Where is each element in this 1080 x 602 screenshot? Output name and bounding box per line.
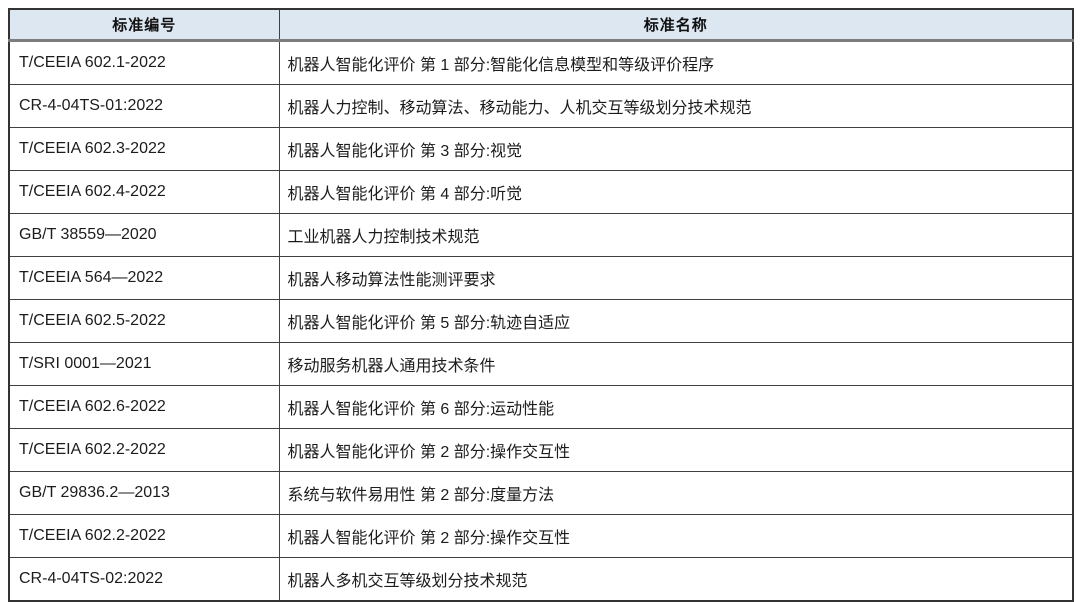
standard-name-cell: 机器人智能化评价 第 4 部分:听觉	[278, 170, 1074, 214]
standard-name-cell: 机器人智能化评价 第 2 部分:操作交互性	[278, 514, 1074, 558]
table-row: T/CEEIA 602.5-2022 机器人智能化评价 第 5 部分:轨迹自适应	[8, 299, 1074, 343]
standard-code-cell: CR-4-04TS-01:2022	[8, 84, 280, 128]
standard-code-cell: GB/T 29836.2—2013	[8, 471, 280, 515]
table-row: CR-4-04TS-02:2022 机器人多机交互等级划分技术规范	[8, 557, 1074, 602]
standard-name-cell: 机器人智能化评价 第 1 部分:智能化信息模型和等级评价程序	[278, 40, 1074, 85]
table-row: T/SRI 0001—2021 移动服务机器人通用技术条件	[8, 342, 1074, 386]
standard-name-cell: 机器人智能化评价 第 3 部分:视觉	[278, 127, 1074, 171]
standard-code-cell: T/CEEIA 602.2-2022	[8, 514, 280, 558]
standard-name-cell: 机器人智能化评价 第 2 部分:操作交互性	[278, 428, 1074, 472]
standard-code-cell: CR-4-04TS-02:2022	[8, 557, 280, 602]
table-row: GB/T 29836.2—2013 系统与软件易用性 第 2 部分:度量方法	[8, 471, 1074, 515]
column-header-standard-code: 标准编号	[8, 8, 280, 42]
standard-code-cell: T/CEEIA 602.5-2022	[8, 299, 280, 343]
table-header-row: 标准编号 标准名称	[8, 8, 1074, 42]
standard-code-cell: T/CEEIA 602.3-2022	[8, 127, 280, 171]
standard-name-cell: 机器人智能化评价 第 6 部分:运动性能	[278, 385, 1074, 429]
table-row: T/CEEIA 602.3-2022 机器人智能化评价 第 3 部分:视觉	[8, 127, 1074, 171]
table-row: T/CEEIA 564—2022 机器人移动算法性能测评要求	[8, 256, 1074, 300]
standard-name-cell: 系统与软件易用性 第 2 部分:度量方法	[278, 471, 1074, 515]
column-header-standard-name: 标准名称	[278, 8, 1074, 42]
standard-code-cell: T/CEEIA 564—2022	[8, 256, 280, 300]
standard-name-cell: 机器人智能化评价 第 5 部分:轨迹自适应	[278, 299, 1074, 343]
standard-code-cell: T/CEEIA 602.6-2022	[8, 385, 280, 429]
table-body: T/CEEIA 602.1-2022 机器人智能化评价 第 1 部分:智能化信息模…	[8, 40, 1074, 602]
standard-code-cell: T/SRI 0001—2021	[8, 342, 280, 386]
standard-code-cell: T/CEEIA 602.2-2022	[8, 428, 280, 472]
standard-name-cell: 移动服务机器人通用技术条件	[278, 342, 1074, 386]
table-row: T/CEEIA 602.2-2022 机器人智能化评价 第 2 部分:操作交互性	[8, 428, 1074, 472]
table-row: T/CEEIA 602.6-2022 机器人智能化评价 第 6 部分:运动性能	[8, 385, 1074, 429]
table-row: T/CEEIA 602.1-2022 机器人智能化评价 第 1 部分:智能化信息模…	[8, 40, 1074, 85]
standards-table: 标准编号 标准名称 T/CEEIA 602.1-2022 机器人智能化评价 第 1…	[8, 8, 1074, 602]
table-row: CR-4-04TS-01:2022 机器人力控制、移动算法、移动能力、人机交互等级…	[8, 84, 1074, 128]
standard-name-cell: 机器人移动算法性能测评要求	[278, 256, 1074, 300]
table-row: GB/T 38559—2020 工业机器人力控制技术规范	[8, 213, 1074, 257]
standard-name-cell: 机器人多机交互等级划分技术规范	[278, 557, 1074, 602]
standard-name-cell: 机器人力控制、移动算法、移动能力、人机交互等级划分技术规范	[278, 84, 1074, 128]
table-row: T/CEEIA 602.2-2022 机器人智能化评价 第 2 部分:操作交互性	[8, 514, 1074, 558]
document-page: 标准编号 标准名称 T/CEEIA 602.1-2022 机器人智能化评价 第 1…	[8, 8, 1074, 602]
standard-code-cell: GB/T 38559—2020	[8, 213, 280, 257]
table-row: T/CEEIA 602.4-2022 机器人智能化评价 第 4 部分:听觉	[8, 170, 1074, 214]
standard-code-cell: T/CEEIA 602.4-2022	[8, 170, 280, 214]
standard-name-cell: 工业机器人力控制技术规范	[278, 213, 1074, 257]
standard-code-cell: T/CEEIA 602.1-2022	[8, 40, 280, 85]
